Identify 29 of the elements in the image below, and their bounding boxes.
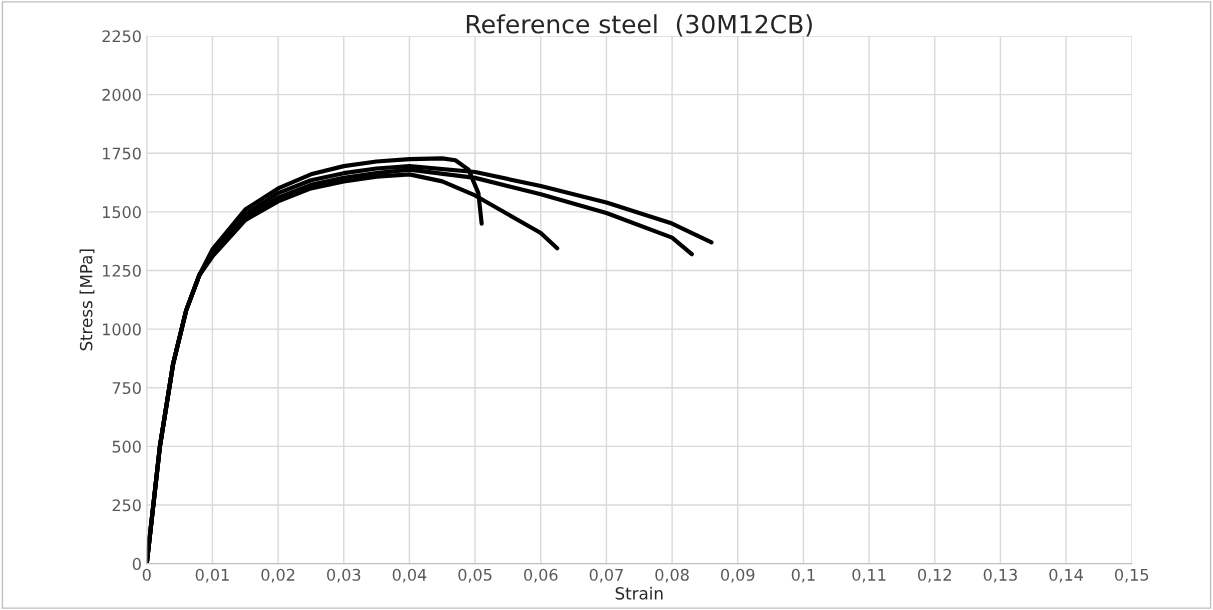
x-tick-label: 0,07	[589, 568, 623, 583]
x-tick-label: 0,12	[918, 568, 951, 583]
x-tick-label: 0,04	[392, 568, 427, 583]
x-tick-label: 0,06	[524, 568, 558, 583]
y-tick-label: 1500	[103, 206, 141, 219]
x-tick-label: 0,13	[983, 568, 1017, 583]
x-tick-label: 0,03	[327, 568, 361, 583]
y-tick-label: 2000	[102, 88, 141, 101]
x-tick-label: 0,15	[1115, 568, 1149, 583]
x-tick-label: 0	[142, 568, 151, 581]
chart-title: Reference steel (30M12CB)	[466, 14, 812, 37]
y-tick-label: 0	[132, 557, 141, 570]
y-tick-label: 1250	[103, 264, 141, 277]
x-tick-label: 0,01	[195, 568, 229, 583]
x-tick-label: 0,11	[852, 568, 886, 583]
x-tick-label: 0,02	[261, 568, 295, 583]
x-tick-label: 0,09	[721, 568, 755, 583]
y-tick-label: 500	[112, 440, 141, 453]
x-axis-title: Strain	[615, 586, 663, 600]
x-tick-label: 0,14	[1049, 568, 1083, 583]
y-tick-label: 2250	[102, 30, 141, 43]
y-tick-label: 250	[112, 499, 141, 512]
x-tick-label: 0,08	[655, 568, 689, 583]
x-tick-label: 0,05	[458, 568, 492, 583]
y-axis-title: Stress [MPa]	[79, 249, 95, 351]
y-tick-label: 1000	[103, 323, 141, 336]
y-tick-label: 1750	[103, 147, 141, 160]
y-tick-label: 750	[112, 381, 141, 395]
x-tick-label: 0,1	[791, 568, 815, 583]
